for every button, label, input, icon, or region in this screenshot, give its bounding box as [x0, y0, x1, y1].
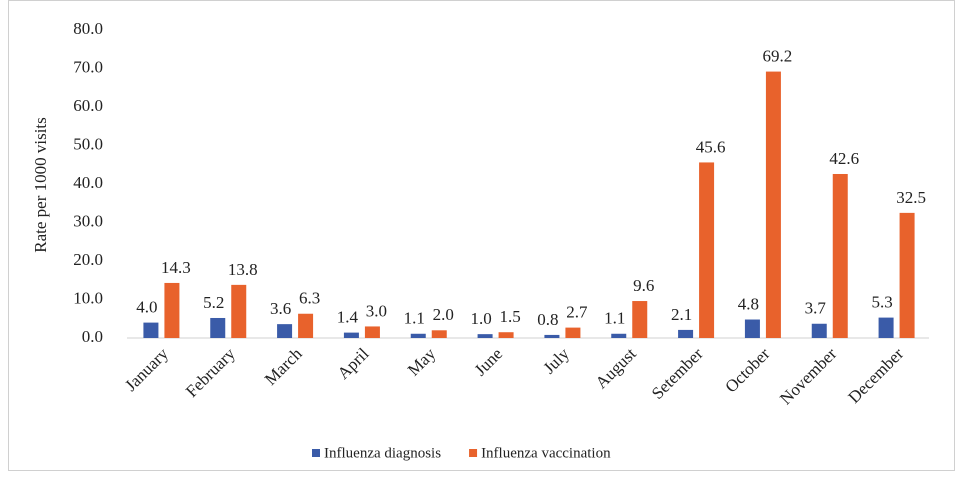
- x-tick-label: July: [540, 344, 574, 378]
- value-label: 2.0: [433, 305, 454, 324]
- x-tick-label: December: [844, 344, 907, 407]
- value-label: 6.3: [299, 289, 320, 308]
- bar: [544, 334, 560, 338]
- value-label: 0.8: [537, 310, 558, 329]
- value-label: 2.1: [671, 305, 692, 324]
- y-axis-label: Rate per 1000 visits: [31, 117, 50, 253]
- bar: [832, 173, 848, 338]
- bar: [878, 317, 894, 338]
- y-tick-label: 70.0: [73, 57, 103, 76]
- x-tick-label: November: [776, 344, 840, 408]
- value-label: 1.1: [604, 309, 625, 328]
- bar: [164, 282, 180, 338]
- x-tick-label: June: [471, 344, 506, 379]
- y-tick-label: 10.0: [73, 288, 103, 307]
- bar: [277, 324, 293, 338]
- legend-label: Influenza diagnosis: [324, 445, 441, 461]
- y-tick-label: 80.0: [73, 19, 103, 38]
- value-label: 5.3: [871, 293, 892, 312]
- legend-label: Influenza vaccination: [481, 445, 611, 461]
- value-label: 45.6: [696, 137, 726, 156]
- bar: [699, 162, 715, 338]
- value-label: 9.6: [633, 276, 654, 295]
- x-tick-label: October: [721, 344, 773, 396]
- bar: [765, 71, 781, 338]
- bar: [744, 319, 760, 338]
- y-tick-label: 0.0: [82, 327, 103, 346]
- value-label: 3.6: [270, 299, 291, 318]
- value-label: 1.1: [404, 309, 425, 328]
- bar: [811, 323, 827, 338]
- value-label: 3.7: [805, 299, 827, 318]
- bar: [143, 322, 159, 338]
- value-label: 42.6: [829, 149, 859, 168]
- legend-swatch: [469, 449, 478, 457]
- value-label: 1.5: [499, 307, 520, 326]
- value-label: 1.4: [337, 308, 359, 327]
- x-tick-label: Setember: [648, 344, 707, 403]
- value-label: 4.0: [136, 298, 157, 317]
- y-tick-label: 40.0: [73, 173, 103, 192]
- bar: [231, 284, 247, 338]
- bar: [343, 332, 359, 338]
- bar: [477, 334, 493, 338]
- bar: [431, 330, 447, 338]
- x-tick-label: May: [404, 344, 440, 380]
- value-label: 14.3: [161, 258, 191, 277]
- value-label: 32.5: [896, 188, 926, 207]
- value-label: 5.2: [203, 293, 224, 312]
- bar: [899, 212, 915, 338]
- x-tick-label: January: [121, 344, 172, 395]
- y-tick-label: 50.0: [73, 134, 103, 153]
- x-tick-label: August: [592, 344, 640, 392]
- x-tick-label: March: [261, 344, 306, 389]
- value-label: 1.0: [470, 309, 491, 328]
- x-tick-label: February: [182, 344, 239, 401]
- bar: [565, 327, 581, 338]
- y-tick-label: 60.0: [73, 96, 103, 115]
- value-label: 2.7: [566, 303, 588, 322]
- y-tick-label: 20.0: [73, 250, 103, 269]
- bar: [210, 317, 226, 338]
- value-label: 4.8: [738, 294, 759, 313]
- bar: [298, 313, 314, 338]
- bar: [410, 333, 426, 338]
- bar: [364, 326, 380, 338]
- value-label: 3.0: [366, 301, 387, 320]
- value-label: 13.8: [228, 260, 258, 279]
- bar: [678, 329, 694, 338]
- x-tick-label: April: [334, 344, 373, 383]
- legend-swatch: [312, 449, 320, 457]
- value-label: 69.2: [763, 46, 793, 65]
- y-tick-label: 30.0: [73, 211, 103, 230]
- bar: [498, 332, 514, 338]
- chart-frame: [8, 0, 955, 471]
- bar: [632, 301, 648, 338]
- bar: [611, 333, 627, 338]
